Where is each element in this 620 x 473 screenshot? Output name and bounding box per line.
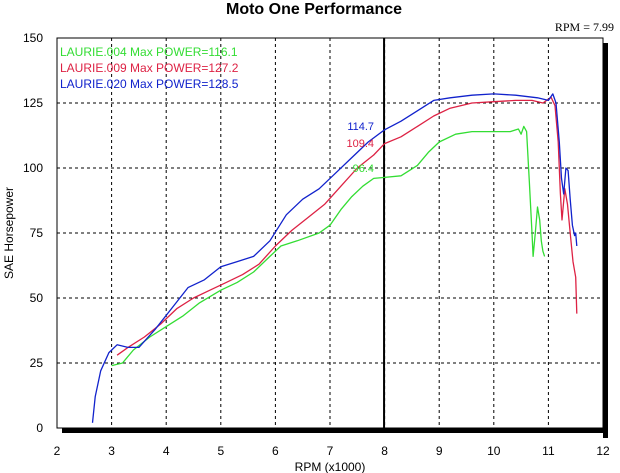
x-tick-label: 9 <box>436 444 443 458</box>
x-tick-label: 2 <box>54 444 61 458</box>
y-tick-label: 150 <box>23 31 43 45</box>
cursor-value-3: 114.7 <box>347 121 374 133</box>
chart-title: Moto One Performance <box>226 1 402 18</box>
x-tick-label: 4 <box>163 444 170 458</box>
cursor-annotations: 96.4 109.4 114.7 <box>347 121 375 175</box>
series-line-3 <box>91 93 578 423</box>
y-tick-label: 25 <box>30 356 44 370</box>
x-tick-label: 11 <box>542 444 555 458</box>
y-tick-labels: 0 25 50 75 100 125 150 <box>23 31 43 435</box>
series-lines <box>91 93 578 423</box>
y-axis-label: SAE Horsepower <box>2 187 16 279</box>
y-tick-label: 0 <box>36 421 43 435</box>
cursor-value-1: 96.4 <box>353 163 374 175</box>
cursor-value-2: 109.4 <box>347 138 375 150</box>
x-tick-label: 5 <box>217 444 224 458</box>
plot-shadow <box>62 43 608 438</box>
y-tick-label: 50 <box>30 291 44 305</box>
series-line-1 <box>111 125 546 367</box>
y-tick-label: 100 <box>23 161 43 175</box>
x-tick-label: 7 <box>327 444 334 458</box>
x-axis-label: RPM (x1000) <box>295 460 366 473</box>
x-tick-labels: 2 3 4 5 6 7 8 9 10 11 12 <box>54 444 610 458</box>
legend-entry-2: LAURIE.009 Max POWER=127.2 <box>60 61 239 75</box>
y-tick-label: 75 <box>30 226 44 240</box>
x-tick-label: 8 <box>381 444 388 458</box>
legend-entry-1: LAURIE.004 Max POWER=116.1 <box>60 45 238 59</box>
x-tick-label: 10 <box>487 444 501 458</box>
x-tick-label: 12 <box>596 444 610 458</box>
shadow-bottom <box>62 428 608 433</box>
x-tick-label: 3 <box>108 444 115 458</box>
grid <box>57 38 603 428</box>
x-tick-label: 6 <box>272 444 279 458</box>
rpm-readout: RPM = 7.99 <box>555 20 614 34</box>
legend: LAURIE.004 Max POWER=116.1 LAURIE.009 Max… <box>60 45 239 91</box>
shadow-right <box>603 43 608 438</box>
y-tick-label: 125 <box>23 96 43 110</box>
series-line-2 <box>116 96 578 356</box>
legend-entry-3: LAURIE.020 Max POWER=128.5 <box>60 77 239 91</box>
